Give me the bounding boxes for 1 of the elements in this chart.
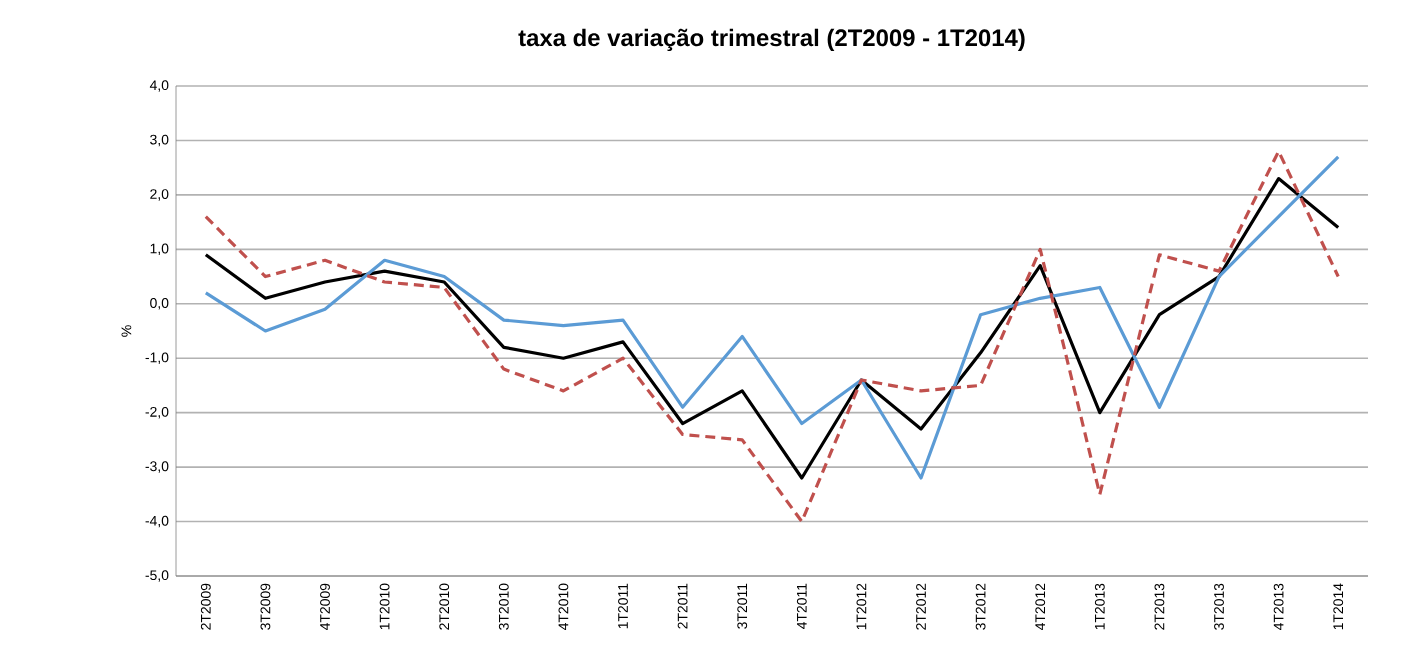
chart-title: taxa de variação trimestral (2T2009 - 1T2014) bbox=[518, 28, 1025, 52]
